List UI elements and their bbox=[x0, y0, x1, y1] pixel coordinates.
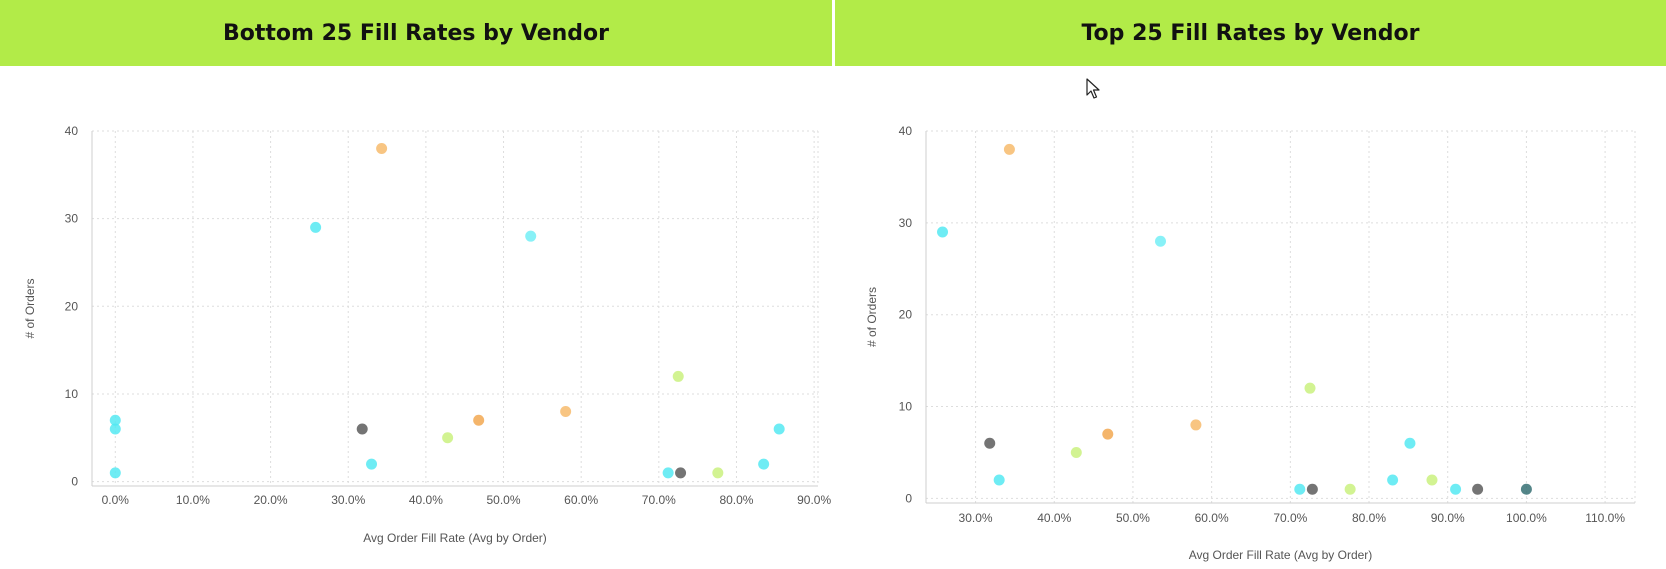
bottom-25-scatter-chart: 0 10 20 30 40 0.0% 10.0% 20.0% 30.0% 40.0% 50.0% 60… bbox=[23, 124, 831, 545]
data-point bbox=[442, 432, 454, 444]
data-point bbox=[672, 370, 684, 382]
data-point bbox=[1426, 474, 1438, 486]
x-tick-label: 110.0% bbox=[1585, 511, 1625, 525]
data-point bbox=[1102, 428, 1114, 440]
y-tick-label: 40 bbox=[65, 124, 79, 138]
x-tick-label: 30.0% bbox=[959, 511, 993, 525]
x-tick-label: 40.0% bbox=[409, 493, 443, 507]
data-point bbox=[1070, 446, 1082, 458]
y-tick-label: 30 bbox=[65, 212, 79, 226]
x-tick-label: 50.0% bbox=[1116, 511, 1150, 525]
data-point bbox=[984, 437, 996, 449]
x-tick-label: 100.0% bbox=[1506, 511, 1547, 525]
top-25-header: Top 25 Fill Rates by Vendor bbox=[835, 0, 1666, 66]
data-point bbox=[1520, 483, 1532, 495]
x-axis-label: Avg Order Fill Rate (Avg by Order) bbox=[363, 531, 547, 545]
y-tick-label: 20 bbox=[65, 299, 79, 313]
data-point bbox=[1304, 382, 1316, 394]
x-tick-label: 80.0% bbox=[1352, 511, 1386, 525]
x-tick-label: 90.0% bbox=[1431, 511, 1465, 525]
data-point bbox=[1387, 474, 1399, 486]
bottom-25-header: Bottom 25 Fill Rates by Vendor bbox=[0, 0, 832, 66]
chart-title: Top 25 Fill Rates by Vendor bbox=[1081, 20, 1420, 46]
y-tick-label: 0 bbox=[71, 475, 78, 489]
data-point bbox=[560, 405, 572, 417]
y-tick-label: 10 bbox=[899, 400, 913, 414]
top-25-scatter-chart: 0 10 20 30 40 30.0% 40.0% 50.0% 60.0% 70.0% 80.0% 9… bbox=[865, 124, 1636, 562]
data-point bbox=[662, 467, 674, 479]
data-point bbox=[109, 414, 121, 426]
data-point bbox=[376, 143, 388, 155]
y-tick-label: 0 bbox=[905, 491, 912, 505]
x-tick-label: 60.0% bbox=[1195, 511, 1229, 525]
data-point bbox=[1306, 483, 1318, 495]
data-point bbox=[1472, 483, 1484, 495]
x-tick-label: 60.0% bbox=[564, 493, 598, 507]
x-tick-label: 80.0% bbox=[719, 493, 753, 507]
x-axis-label: Avg Order Fill Rate (Avg by Order) bbox=[1189, 548, 1373, 562]
bottom-25-panel: Bottom 25 Fill Rates by Vendor 0 10 20 30 40… bbox=[0, 0, 832, 569]
x-tick-label: 90.0% bbox=[797, 493, 831, 507]
x-tick-label: 20.0% bbox=[254, 493, 288, 507]
x-tick-label: 70.0% bbox=[1273, 511, 1307, 525]
x-tick-label: 70.0% bbox=[642, 493, 676, 507]
data-point bbox=[993, 474, 1005, 486]
data-point bbox=[1003, 143, 1015, 155]
data-point bbox=[937, 226, 949, 238]
y-tick-label: 40 bbox=[899, 124, 913, 138]
data-point bbox=[356, 423, 368, 435]
data-point bbox=[473, 414, 485, 426]
data-point bbox=[525, 230, 537, 242]
data-point bbox=[675, 467, 687, 479]
data-point bbox=[1450, 483, 1462, 495]
data-point bbox=[712, 467, 724, 479]
data-point bbox=[1154, 235, 1166, 247]
data-point bbox=[109, 467, 121, 479]
y-axis-label: # of Orders bbox=[865, 287, 879, 347]
x-tick-label: 50.0% bbox=[487, 493, 521, 507]
data-point bbox=[366, 458, 378, 470]
mouse-cursor-icon bbox=[1086, 78, 1100, 99]
x-tick-label: 10.0% bbox=[176, 493, 210, 507]
x-tick-label: 0.0% bbox=[102, 493, 130, 507]
y-tick-label: 30 bbox=[899, 216, 913, 230]
data-point bbox=[773, 423, 785, 435]
data-point bbox=[1404, 437, 1416, 449]
data-point bbox=[1190, 419, 1202, 431]
chart-title: Bottom 25 Fill Rates by Vendor bbox=[222, 20, 610, 46]
y-tick-label: 10 bbox=[65, 387, 79, 401]
data-point bbox=[109, 423, 121, 435]
x-tick-label: 30.0% bbox=[331, 493, 365, 507]
data-point bbox=[310, 221, 322, 233]
x-tick-label: 40.0% bbox=[1037, 511, 1071, 525]
data-point bbox=[1344, 483, 1356, 495]
data-point bbox=[1294, 483, 1306, 495]
y-tick-label: 20 bbox=[899, 308, 913, 322]
y-axis-label: # of Orders bbox=[23, 278, 37, 338]
data-point bbox=[758, 458, 770, 470]
top-25-panel: Top 25 Fill Rates by Vendor 0 10 20 30 40 30.… bbox=[835, 0, 1666, 569]
